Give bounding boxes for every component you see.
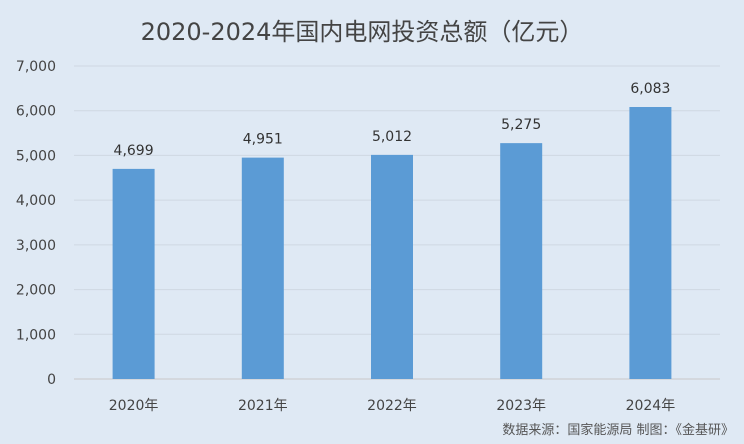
y-tick-label: 3,000	[16, 238, 56, 254]
y-tick-label: 6,000	[16, 104, 56, 120]
x-tick-label: 2024年	[626, 398, 676, 414]
y-tick-label: 2,000	[16, 283, 56, 299]
chart-title: 2020-2024年国内电网投资总额（亿元）	[141, 18, 584, 46]
bar	[112, 168, 155, 379]
y-tick-label: 4,000	[16, 193, 56, 209]
y-tick-label: 1,000	[16, 327, 56, 343]
data-label: 5,012	[372, 129, 412, 145]
y-tick-label: 7,000	[16, 59, 56, 75]
y-tick-label: 0	[47, 372, 56, 388]
data-label: 5,275	[501, 117, 541, 133]
bar	[241, 157, 284, 379]
data-label: 6,083	[630, 81, 670, 97]
y-tick-label: 5,000	[16, 148, 56, 164]
x-tick-label: 2022年	[367, 398, 417, 414]
x-tick-label: 2020年	[109, 398, 159, 414]
source-note: 数据来源：国家能源局 制图：《金基研》	[502, 422, 734, 438]
x-tick-label: 2021年	[238, 398, 288, 414]
data-label: 4,699	[114, 143, 154, 159]
data-label: 4,951	[243, 132, 283, 148]
bar	[500, 143, 543, 379]
bar	[371, 154, 413, 379]
x-tick-label: 2023年	[496, 398, 546, 414]
bar	[629, 107, 672, 380]
